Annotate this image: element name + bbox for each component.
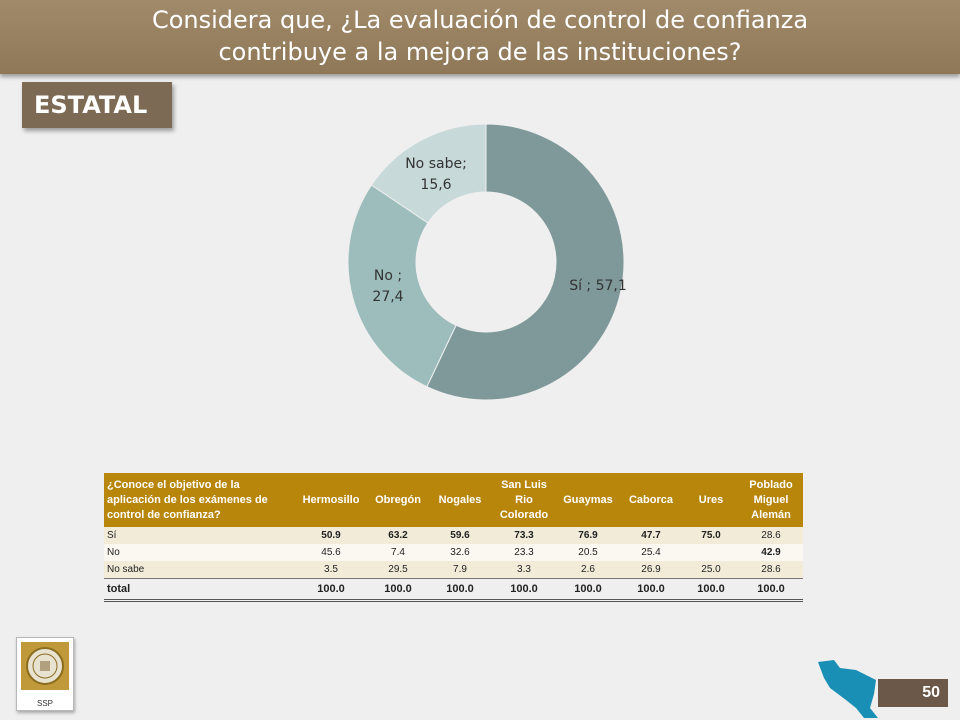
table-total-row: total 100.0 100.0 100.0 100.0 100.0 100.…	[104, 578, 803, 602]
slice-data-label: No sabe; 15,6	[405, 156, 467, 193]
table-cell: 100.0	[557, 578, 619, 602]
table-cell: 2.6	[557, 561, 619, 579]
column-header: Ures	[683, 473, 739, 527]
column-header: Poblado Miguel Alemán	[739, 473, 803, 527]
table-cell	[683, 544, 739, 561]
table-cell: 100.0	[683, 578, 739, 602]
donut-slice-no-sabe	[370, 123, 487, 224]
seal-icon	[21, 642, 69, 690]
table-cell: 7.4	[367, 544, 429, 561]
row-label: No	[104, 544, 295, 561]
table-cell: 100.0	[295, 578, 367, 602]
table-cell: 25.4	[619, 544, 683, 561]
table-cell: 100.0	[367, 578, 429, 602]
table-cell: 100.0	[619, 578, 683, 602]
table-cell: 3.5	[295, 561, 367, 579]
table-cell: 59.6	[429, 527, 491, 544]
slide-title: Considera que, ¿La evaluación de control…	[0, 0, 960, 74]
table-row: No 45.6 7.4 32.6 23.3 20.5 25.4 42.9	[104, 544, 803, 561]
table-cell: 50.9	[295, 527, 367, 544]
table-cell: 100.0	[491, 578, 557, 602]
slide-title-line2: contribuye a la mejora de las institucio…	[218, 38, 742, 66]
data-table: ¿Conoce el objetivo de la aplicación de …	[104, 473, 803, 602]
table-cell: 28.6	[739, 561, 803, 579]
table-row: Sí 50.9 63.2 59.6 73.3 76.9 47.7 75.0 28…	[104, 527, 803, 544]
table-cell: 100.0	[739, 578, 803, 602]
total-label: total	[104, 578, 295, 602]
column-header: Guaymas	[557, 473, 619, 527]
ssp-logo: SSP	[16, 637, 74, 711]
table-cell: 45.6	[295, 544, 367, 561]
table-cell: 32.6	[429, 544, 491, 561]
column-header: Obregón	[367, 473, 429, 527]
table-question-header: ¿Conoce el objetivo de la aplicación de …	[104, 473, 295, 527]
state-map-icon	[818, 660, 878, 718]
section-label: ESTATAL	[22, 82, 172, 128]
table-cell: 47.7	[619, 527, 683, 544]
donut-slice-sí	[426, 123, 625, 401]
page-number: 50	[878, 679, 948, 707]
table-cell: 20.5	[557, 544, 619, 561]
table-cell: 100.0	[429, 578, 491, 602]
column-header: Hermosillo	[295, 473, 367, 527]
slide-title-line1: Considera que, ¿La evaluación de control…	[151, 6, 809, 34]
donut-slice-no	[347, 184, 457, 388]
table-cell: 63.2	[367, 527, 429, 544]
table-header-row: ¿Conoce el objetivo de la aplicación de …	[104, 473, 803, 527]
table-cell: 7.9	[429, 561, 491, 579]
table-cell: 76.9	[557, 527, 619, 544]
table-cell: 28.6	[739, 527, 803, 544]
logo-label: SSP	[36, 699, 53, 708]
column-header: San Luis Rio Colorado	[491, 473, 557, 527]
donut-chart: Sí ; 57,1 No ; 27,4 No sabe; 15,6	[347, 123, 627, 401]
table-cell: 23.3	[491, 544, 557, 561]
table-cell: 26.9	[619, 561, 683, 579]
column-header: Caborca	[619, 473, 683, 527]
table-cell: 73.3	[491, 527, 557, 544]
table-cell: 75.0	[683, 527, 739, 544]
slice-data-label: No ; 27,4	[372, 268, 403, 305]
table-cell: 29.5	[367, 561, 429, 579]
table-cell: 42.9	[739, 544, 803, 561]
table-cell: 3.3	[491, 561, 557, 579]
row-label: No sabe	[104, 561, 295, 579]
column-header: Nogales	[429, 473, 491, 527]
table-row: No sabe 3.5 29.5 7.9 3.3 2.6 26.9 25.0 2…	[104, 561, 803, 579]
slice-data-label: Sí ; 57,1	[569, 278, 627, 294]
table-cell: 25.0	[683, 561, 739, 579]
row-label: Sí	[104, 527, 295, 544]
